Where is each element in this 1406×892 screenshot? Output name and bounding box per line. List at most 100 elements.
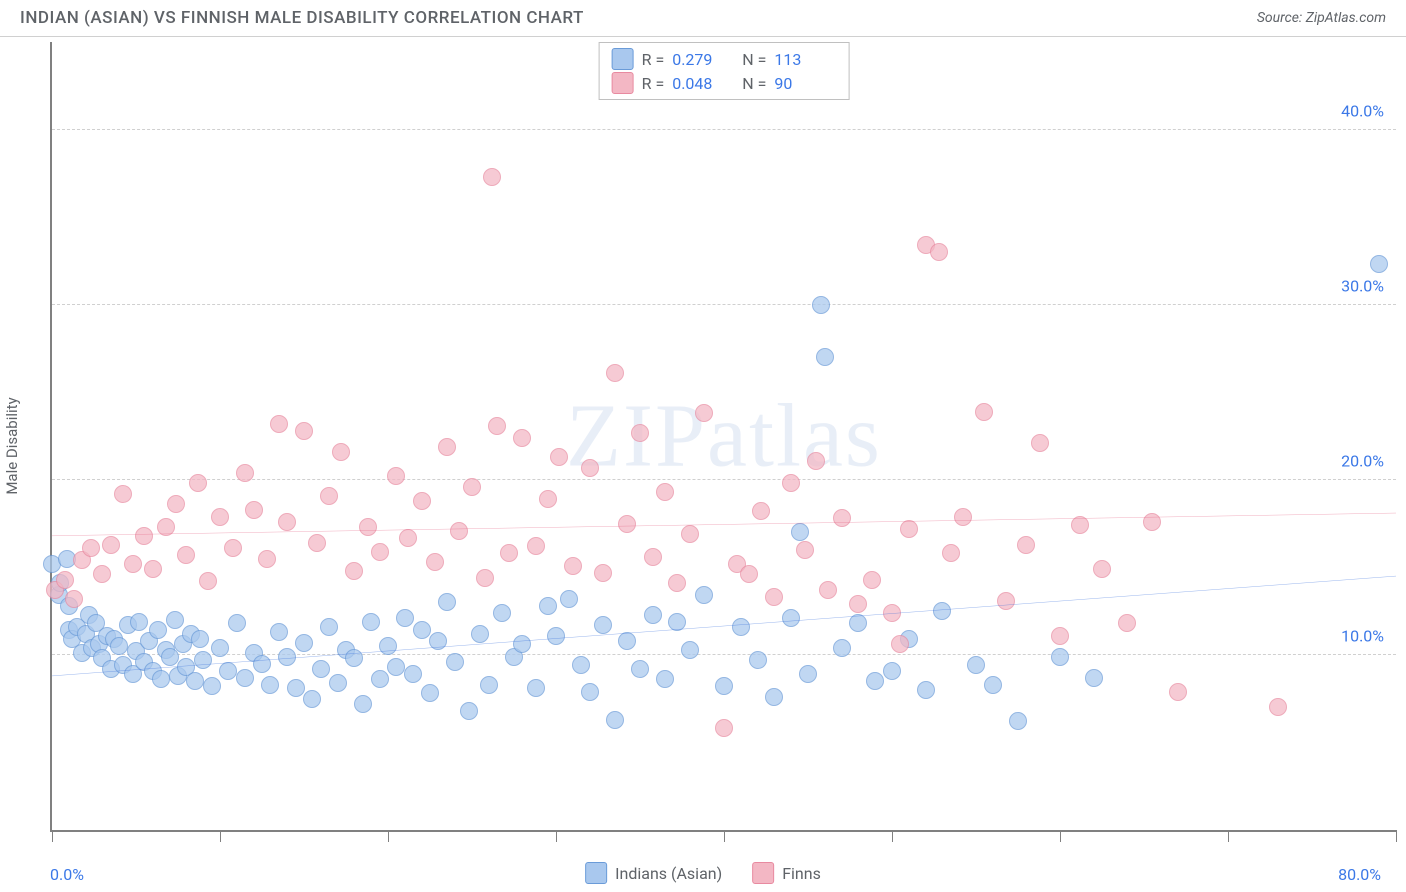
scatter-point xyxy=(371,670,389,688)
scatter-point xyxy=(799,665,817,683)
x-tick xyxy=(1060,830,1061,842)
scatter-point xyxy=(791,523,809,541)
scatter-point xyxy=(167,495,185,513)
scatter-point xyxy=(975,403,993,421)
scatter-point xyxy=(371,543,389,561)
scatter-point xyxy=(102,536,120,554)
scatter-point xyxy=(849,614,867,632)
scatter-point xyxy=(883,662,901,680)
scatter-point xyxy=(362,613,380,631)
scatter-point xyxy=(513,429,531,447)
scatter-point xyxy=(488,417,506,435)
scatter-point xyxy=(1051,627,1069,645)
scatter-point xyxy=(426,553,444,571)
y-axis-label: Male Disability xyxy=(3,397,21,494)
chart-legend: Indians (Asian)Finns xyxy=(585,862,821,884)
scatter-point xyxy=(312,660,330,678)
scatter-point xyxy=(345,649,363,667)
scatter-point xyxy=(1017,536,1035,554)
legend-item: Indians (Asian) xyxy=(585,862,722,884)
x-tick xyxy=(1228,830,1229,842)
r-value: 0.279 xyxy=(672,50,734,69)
scatter-point xyxy=(560,590,578,608)
legend-label: Indians (Asian) xyxy=(615,864,722,883)
scatter-point xyxy=(581,459,599,477)
scatter-point xyxy=(547,627,565,645)
scatter-point xyxy=(513,635,531,653)
scatter-point xyxy=(450,522,468,540)
scatter-point xyxy=(930,243,948,261)
stats-legend: R =0.279N =113R =0.048N =90 xyxy=(599,42,850,100)
scatter-point xyxy=(564,557,582,575)
scatter-point xyxy=(765,688,783,706)
scatter-point xyxy=(668,613,686,631)
scatter-point xyxy=(1370,255,1388,273)
x-tick xyxy=(556,830,557,842)
scatter-point xyxy=(130,613,148,631)
scatter-point xyxy=(1051,648,1069,666)
scatter-point xyxy=(413,621,431,639)
stats-row: R =0.279N =113 xyxy=(612,47,837,71)
scatter-point xyxy=(715,677,733,695)
scatter-point xyxy=(261,676,279,694)
scatter-point xyxy=(82,539,100,557)
scatter-point xyxy=(354,695,372,713)
n-value: 90 xyxy=(774,74,836,93)
scatter-point xyxy=(308,534,326,552)
scatter-point xyxy=(295,634,313,652)
scatter-point xyxy=(93,565,111,583)
scatter-point xyxy=(460,702,478,720)
scatter-point xyxy=(329,674,347,692)
scatter-point xyxy=(1093,560,1111,578)
scatter-point xyxy=(740,565,758,583)
scatter-point xyxy=(594,616,612,634)
scatter-point xyxy=(56,571,74,589)
stat-label: N = xyxy=(742,74,766,93)
scatter-point xyxy=(278,513,296,531)
scatter-point xyxy=(631,660,649,678)
scatter-point xyxy=(253,655,271,673)
x-axis-min-label: 0.0% xyxy=(50,865,84,884)
scatter-point xyxy=(954,508,972,526)
scatter-point xyxy=(219,662,237,680)
stat-label: R = xyxy=(642,50,665,69)
x-tick xyxy=(724,830,725,842)
scatter-point xyxy=(379,637,397,655)
trend-lines xyxy=(52,42,1396,830)
scatter-point xyxy=(186,672,204,690)
scatter-point xyxy=(359,518,377,536)
stats-row: R =0.048N =90 xyxy=(612,71,837,95)
scatter-point xyxy=(421,684,439,702)
scatter-point xyxy=(149,621,167,639)
scatter-point xyxy=(270,623,288,641)
scatter-point xyxy=(984,676,1002,694)
scatter-point xyxy=(917,681,935,699)
x-tick xyxy=(220,830,221,842)
scatter-point xyxy=(493,604,511,622)
scatter-point xyxy=(157,518,175,536)
grid-line xyxy=(52,479,1396,480)
scatter-point xyxy=(124,555,142,573)
scatter-point xyxy=(715,719,733,737)
scatter-point xyxy=(177,546,195,564)
legend-swatch xyxy=(612,72,634,94)
scatter-point xyxy=(1143,513,1161,531)
scatter-point xyxy=(668,574,686,592)
scatter-point xyxy=(396,609,414,627)
scatter-point xyxy=(807,452,825,470)
legend-swatch xyxy=(612,48,634,70)
scatter-point xyxy=(480,676,498,694)
scatter-point xyxy=(833,509,851,527)
scatter-point xyxy=(258,550,276,568)
scatter-point xyxy=(833,639,851,657)
source-attribution: Source: ZipAtlas.com xyxy=(1257,10,1386,26)
scatter-point xyxy=(224,539,242,557)
grid-line xyxy=(52,304,1396,305)
scatter-point xyxy=(681,525,699,543)
scatter-point xyxy=(189,474,207,492)
scatter-point xyxy=(816,348,834,366)
scatter-point xyxy=(471,625,489,643)
scatter-point xyxy=(438,593,456,611)
scatter-point xyxy=(606,364,624,382)
scatter-point xyxy=(114,485,132,503)
